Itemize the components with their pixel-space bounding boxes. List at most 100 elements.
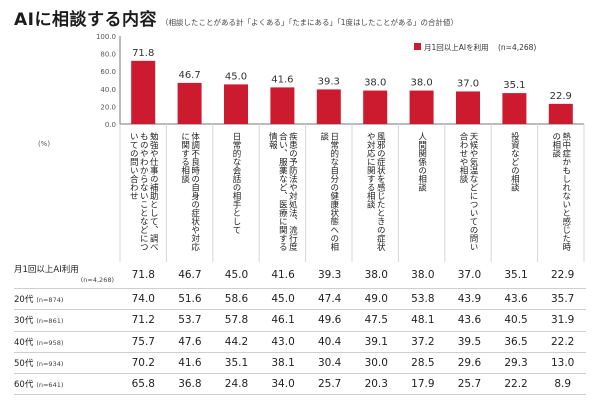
table-cell: 29.6 (446, 352, 493, 375)
table-cell: 74.0 (120, 288, 167, 311)
table-cell: 37.0 (446, 262, 493, 289)
row-label-text: 月1回以上AI利用 (14, 265, 79, 275)
table-cell: 49.0 (352, 288, 400, 311)
table-cell: 40.5 (492, 309, 540, 332)
table-cell: 70.2 (120, 352, 167, 375)
category-label: 勉強や仕事の補助として、調べものやわからないことなどについての問い合わせ (128, 131, 158, 251)
table-cell: 38.0 (352, 262, 400, 289)
table-cell: 43.6 (446, 309, 493, 332)
table-cell: 22.9 (539, 262, 586, 289)
table-cell: 45.0 (213, 262, 260, 289)
table-cell: 35.7 (539, 288, 586, 311)
bar-value-label: 39.3 (318, 76, 340, 87)
bar (548, 103, 573, 124)
row-label: 月1回以上AI利用 (n=4,268) (14, 262, 120, 289)
table-row: 60代 (n=641) 65.8 36.8 24.8 34.0 25.7 20.3 17.9 25… (14, 373, 586, 396)
row-label-text: 30代 (14, 316, 34, 327)
row-label: 50代 (n=934) (14, 352, 120, 375)
y-axis-unit-label: (%) (38, 140, 50, 148)
data-table-body: 月1回以上AI利用 (n=4,268) 71.8 46.7 45.0 41.6 39.3 38… (14, 262, 586, 396)
table-cell: 28.5 (399, 352, 447, 375)
bar (270, 87, 295, 124)
bar (316, 89, 341, 124)
bar (224, 84, 248, 124)
table-cell: 13.0 (539, 352, 586, 375)
category-label: 体調不良時の自身の症状や対応に関する相談 (180, 131, 200, 252)
row-label-text: 40代 (14, 337, 34, 348)
row-label-text: 60代 (14, 380, 34, 391)
table-cell: 40.4 (306, 331, 353, 353)
table-cell: 41.6 (166, 352, 214, 375)
table-cell: 31.9 (539, 309, 586, 332)
row-n-label: (n=874) (36, 296, 64, 305)
table-cell: 53.8 (399, 288, 447, 311)
table-cell: 17.9 (399, 373, 447, 396)
table-cell: 39.1 (352, 331, 400, 353)
data-table: 月1回以上AI利用 (n=4,268) 71.8 46.7 45.0 41.6 39.3 38… (14, 262, 586, 396)
row-n-label: (n=958) (36, 338, 64, 347)
category-label: 日常的な会話の相手として (231, 132, 241, 234)
y-tick-label: 80.0 (100, 51, 116, 59)
bar-value-label: 35.1 (503, 80, 525, 91)
row-n-label: (n=861) (36, 317, 64, 326)
bar-value-label: 37.0 (457, 78, 479, 89)
bar (409, 90, 434, 124)
table-cell: 25.7 (446, 373, 493, 396)
row-n-label: (n=641) (36, 381, 64, 390)
category-label: 人間関係の相談 (417, 132, 427, 192)
category-label: 疾患の予防法や対処法、流行度合い、服薬など、医療に関する情報 (267, 131, 297, 252)
row-label: 20代 (n=874) (14, 288, 120, 311)
bar-value-label: 22.9 (550, 91, 572, 102)
table-cell: 46.1 (259, 309, 307, 332)
table-cell: 47.5 (352, 309, 400, 332)
table-cell: 45.0 (259, 288, 307, 311)
table-cell: 34.0 (259, 373, 307, 396)
row-label-text: 20代 (14, 295, 34, 306)
y-tick-label: 60.0 (100, 68, 116, 76)
row-label-text: 50代 (14, 359, 34, 370)
legend-n-label: (n=4,268) (498, 43, 536, 52)
table-cell: 43.9 (446, 288, 493, 311)
row-label: 30代 (n=861) (14, 309, 120, 332)
bar (456, 91, 480, 124)
bar-value-label: 41.6 (271, 74, 293, 85)
table-cell: 57.8 (213, 309, 260, 332)
table-cell: 75.7 (120, 331, 167, 353)
table-cell: 38.1 (259, 352, 307, 375)
table-cell: 36.8 (166, 373, 214, 396)
table-cell: 51.6 (166, 288, 214, 311)
table-cell: 20.3 (352, 373, 400, 396)
table-cell: 29.3 (492, 352, 540, 375)
table-cell: 47.4 (306, 288, 353, 311)
table-cell: 36.5 (492, 331, 540, 353)
table-cell: 25.7 (306, 373, 353, 396)
bar (177, 82, 202, 124)
category-label: 投資などの相談 (509, 131, 519, 192)
table-cell: 65.8 (120, 373, 167, 396)
table-row: 50代 (n=934) 70.2 41.6 35.1 38.1 30.4 30.0 28.5 29… (14, 352, 586, 375)
table-cell: 43.0 (259, 331, 307, 353)
table-cell: 41.6 (259, 262, 307, 289)
y-tick-label: 100.0 (96, 33, 116, 41)
table-cell: 43.6 (492, 288, 540, 311)
table-cell: 47.6 (166, 331, 214, 353)
category-label: 天候や気温などについての問い合わせや相談 (458, 131, 478, 251)
table-cell: 39.3 (306, 262, 353, 289)
row-n-label: (n=4,268) (80, 276, 114, 284)
legend-swatch (414, 43, 421, 50)
table-cell: 58.6 (213, 288, 260, 311)
table-cell: 22.2 (492, 373, 540, 396)
table-cell: 38.0 (399, 262, 447, 289)
chart-subtitle: （相談したことがある計「よくある」「たまにある」「1度はしたことがある」の合計値… (160, 18, 459, 27)
y-tick-label: 40.0 (100, 86, 116, 94)
bar (363, 90, 388, 124)
bar-value-label: 38.0 (364, 78, 386, 89)
bar-value-label: 45.0 (225, 71, 247, 82)
bar-value-label: 46.7 (178, 70, 200, 81)
bar (502, 93, 527, 124)
chart-title: AIに相談する内容 (14, 10, 157, 30)
bar-chart: 100.0 80.0 60.0 40.0 20.0 0.0 (%) 月1回以上AIを利用 (n=… (38, 33, 585, 262)
category-label: 日常的な自分の健康状態への相談 (319, 131, 339, 252)
bar-value-label: 71.8 (132, 48, 154, 59)
table-cell: 39.5 (446, 331, 493, 353)
